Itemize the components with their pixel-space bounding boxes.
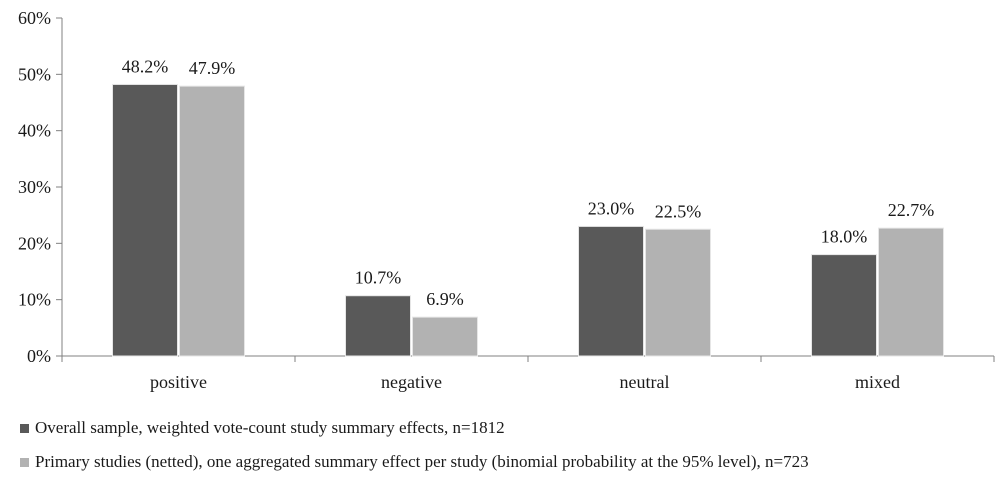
- y-tick-label: 60%: [18, 8, 51, 28]
- bar-series-2-mixed: [878, 227, 944, 357]
- x-tick-label-neutral: neutral: [620, 372, 670, 392]
- data-label-series-2-mixed: 22.7%: [888, 200, 935, 220]
- x-tick-label-positive: positive: [150, 372, 207, 392]
- legend-swatch-series-2: [20, 457, 29, 467]
- x-tick-label-negative: negative: [381, 372, 442, 392]
- bar-series-1-negative: [345, 295, 411, 357]
- legend-item-series-2: Primary studies (netted), one aggregated…: [20, 452, 809, 472]
- legend-swatch-series-1: [20, 423, 29, 433]
- y-tick-label: 50%: [18, 64, 51, 84]
- y-tick-label: 30%: [18, 177, 51, 197]
- legend-label-series-1: Overall sample, weighted vote-count stud…: [35, 418, 505, 437]
- y-tick-label: 20%: [18, 233, 51, 253]
- data-label-series-2-negative: 6.9%: [426, 289, 464, 309]
- data-label-series-2-neutral: 22.5%: [655, 201, 702, 221]
- data-label-series-1-neutral: 23.0%: [588, 198, 635, 218]
- data-label-series-1-mixed: 18.0%: [821, 227, 868, 247]
- data-label-series-1-positive: 48.2%: [122, 56, 169, 76]
- bar-series-2-negative: [412, 316, 478, 357]
- x-tick-label-mixed: mixed: [855, 372, 900, 392]
- bar-series-2-positive: [179, 85, 245, 357]
- bar-series-1-neutral: [578, 225, 644, 357]
- legend-label-series-2: Primary studies (netted), one aggregated…: [35, 452, 809, 471]
- bar-chart: 0% 10% 20% 30% 40% 50% 60% positive 48.2% 47.9% ne…: [18, 8, 995, 392]
- y-tick-label: 10%: [18, 290, 51, 310]
- data-label-series-2-positive: 47.9%: [189, 58, 236, 78]
- legend-item-series-1: Overall sample, weighted vote-count stud…: [20, 418, 505, 438]
- bar-series-1-positive: [112, 83, 178, 357]
- bar-series-1-mixed: [811, 254, 877, 357]
- data-label-series-1-negative: 10.7%: [355, 268, 402, 288]
- y-tick-label: 0%: [27, 346, 51, 366]
- bar-series-2-neutral: [645, 228, 711, 357]
- y-tick-label: 40%: [18, 121, 51, 141]
